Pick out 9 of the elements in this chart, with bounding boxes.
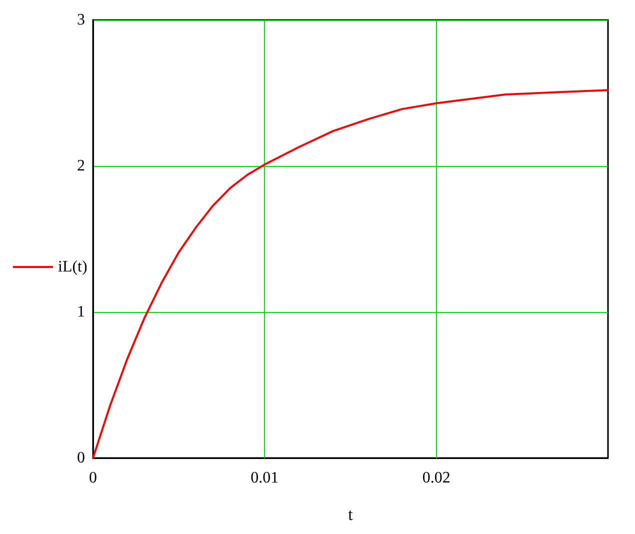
y-tick-label: 3 (77, 12, 85, 28)
y-tick-label: 0 (77, 450, 85, 466)
x-tick-label: 0 (89, 470, 97, 486)
y-tick-label: 1 (77, 304, 85, 320)
y-tick-label: 2 (77, 158, 85, 174)
legend-label: iL(t) (58, 258, 88, 276)
x-tick-label: 0.02 (422, 470, 450, 486)
x-tick-label: 0.01 (250, 470, 279, 486)
x-axis-title: t (348, 505, 354, 524)
